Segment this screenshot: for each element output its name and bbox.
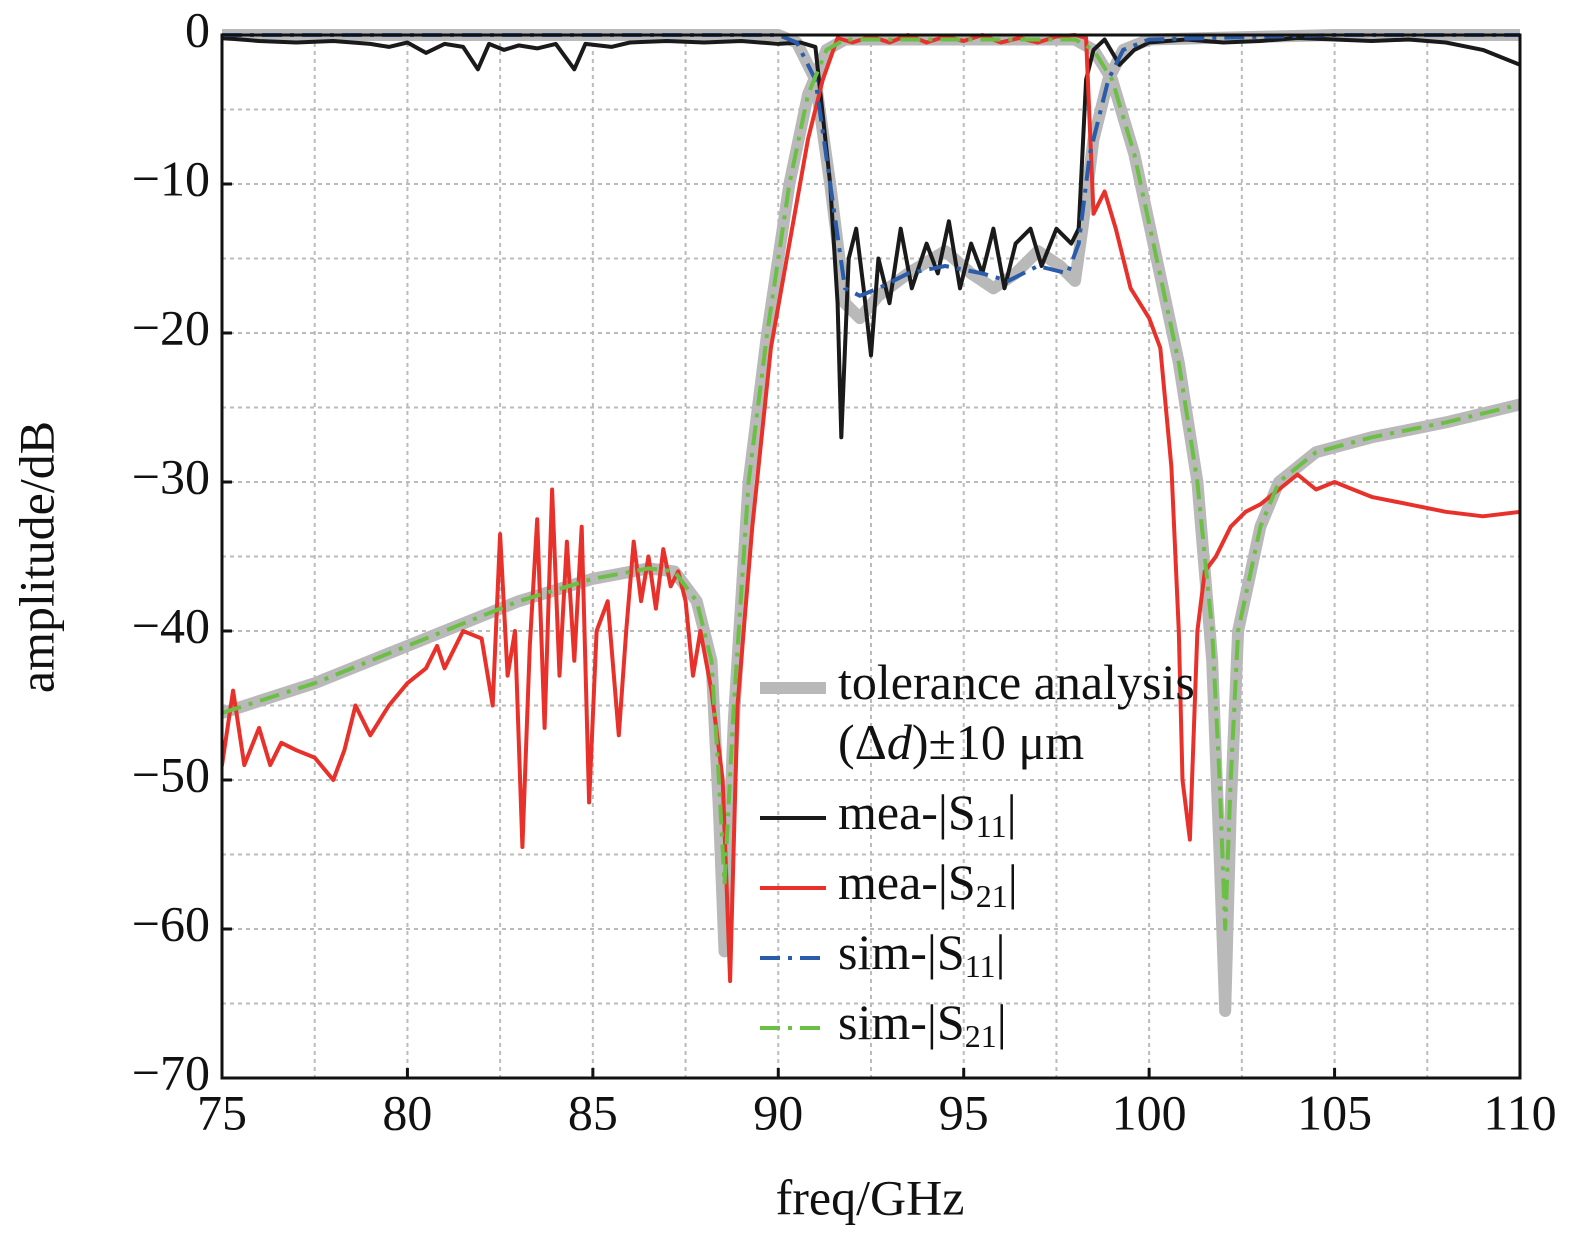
x-tick-label: 85 (568, 1084, 618, 1140)
plot-frame (220, 33, 1522, 1080)
x-tick-label: 110 (1483, 1084, 1556, 1140)
y-tick-label: −20 (132, 299, 210, 355)
legend-label: tolerance analysis (Δd)±10 μm (838, 654, 1195, 770)
series-line (222, 33, 1520, 984)
series-line (222, 37, 1520, 931)
y-tick-label: −70 (132, 1044, 210, 1100)
x-tick-label: 105 (1297, 1084, 1372, 1140)
x-tick-label: 100 (1112, 1084, 1187, 1140)
y-axis-label: amplitude/dB (8, 421, 64, 693)
y-tick-label: −30 (132, 448, 210, 504)
x-axis-label: freq/GHz (776, 1169, 965, 1225)
legend-label: sim-|S21​| (838, 994, 1007, 1054)
x-tick-label: 90 (753, 1084, 803, 1140)
series-line (222, 33, 1520, 298)
x-tick-label: 80 (382, 1084, 432, 1140)
legend-label: mea-|S21​| (838, 854, 1018, 914)
legend-label: sim-|S11​| (838, 924, 1006, 984)
x-tick-label: 75 (197, 1084, 247, 1140)
legend-label: mea-|S11​| (838, 784, 1017, 844)
y-tick-label: −40 (132, 597, 210, 653)
y-tick-label: −50 (132, 746, 210, 802)
y-tick-label: 0 (185, 1, 210, 57)
x-tick-label: 95 (939, 1084, 989, 1140)
y-tick-label: −60 (132, 895, 210, 951)
series-line (222, 36, 1520, 440)
y-tick-label: −10 (132, 150, 210, 206)
